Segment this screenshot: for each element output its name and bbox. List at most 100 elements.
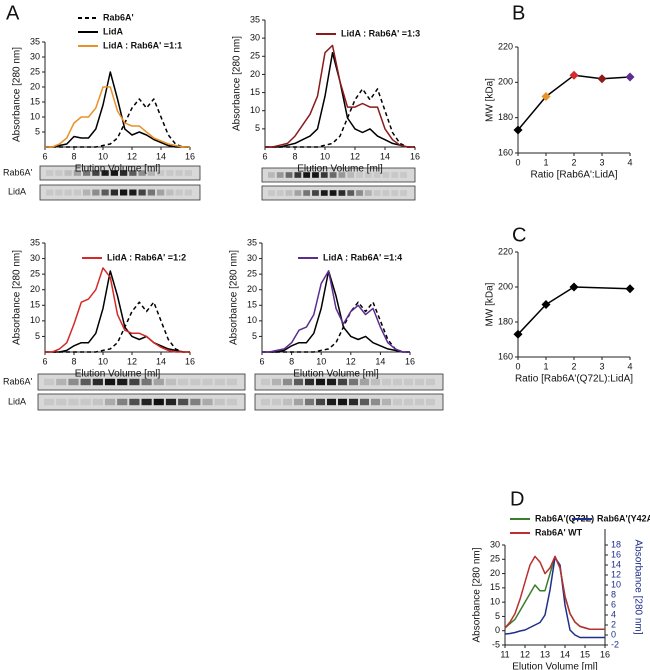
- legend-label: Rab6A': [103, 12, 134, 22]
- legend-label: Rab6A'(Y42A): [597, 513, 650, 523]
- gel-band: [338, 398, 347, 406]
- gel-band: [175, 189, 183, 196]
- gel-band: [338, 378, 347, 386]
- y-tick-label: 25: [30, 269, 40, 279]
- data-point: [569, 282, 579, 292]
- gel-band: [391, 172, 399, 178]
- series-line: [504, 555, 605, 631]
- y-tick-label: 5: [255, 123, 260, 133]
- gel-band: [120, 170, 128, 176]
- y-tick-label: 180: [498, 112, 513, 122]
- panel-label: C: [512, 224, 526, 246]
- gel-band: [46, 189, 54, 196]
- gel-band: [400, 190, 407, 196]
- x-tick-label: 12: [520, 649, 530, 659]
- data-point: [597, 74, 607, 84]
- x-tick-label: 8: [71, 151, 76, 161]
- y-tick-label: 35: [30, 36, 40, 46]
- gel-band: [426, 398, 435, 406]
- gel-band: [110, 189, 118, 196]
- gel-band: [166, 170, 174, 176]
- y-tick-label: 220: [498, 246, 513, 256]
- y-tick-label: 10: [30, 315, 40, 325]
- gel-band: [165, 398, 177, 406]
- x-tick-label: 11: [500, 649, 509, 659]
- axis-line: [517, 47, 630, 154]
- gel-band: [382, 378, 391, 386]
- y-tick-label: 160: [498, 147, 513, 157]
- y-tick-label: 0: [495, 625, 500, 635]
- y2-tick-label: 2: [611, 619, 616, 629]
- gel-band: [338, 190, 346, 196]
- gel-band: [276, 190, 284, 196]
- gel-band: [294, 398, 303, 406]
- series-line: [262, 270, 410, 353]
- data-point: [513, 125, 523, 135]
- gel-band: [129, 378, 140, 386]
- gel-band: [166, 189, 174, 196]
- legend-label: LidA: [103, 26, 123, 36]
- y-tick-label: 10: [247, 315, 257, 325]
- gel-band: [294, 190, 302, 196]
- gel-band: [276, 172, 284, 178]
- gel-band: [104, 378, 116, 386]
- gel-band: [327, 378, 336, 386]
- gel-band: [92, 378, 103, 386]
- gel-band: [68, 378, 79, 386]
- x-tick-label: 6: [42, 356, 47, 366]
- x-tick-label: 4: [627, 157, 632, 167]
- gel-band: [312, 190, 319, 196]
- y-axis-label: Absorbance [280 nm]: [232, 36, 243, 131]
- y2-tick-label: 18: [611, 539, 621, 549]
- gel-band: [305, 398, 314, 406]
- gel-band: [92, 398, 103, 406]
- y-tick-label: -5: [492, 639, 500, 649]
- y-tick-label: 15: [30, 300, 40, 310]
- x-tick-label: 6: [262, 151, 267, 161]
- y-tick-label: 15: [490, 582, 500, 592]
- gel-strip: [261, 167, 416, 183]
- x-tick-label: 10: [98, 356, 108, 366]
- gel-band: [104, 398, 116, 406]
- y2-tick-label: 10: [611, 579, 621, 589]
- y-tick-label: 10: [30, 111, 40, 121]
- gel-band: [73, 170, 81, 176]
- y-tick-label: 10: [490, 597, 500, 607]
- x-tick-label: 12: [127, 151, 137, 161]
- y-tick-label: 35: [250, 14, 260, 24]
- y-tick-label: 20: [247, 284, 257, 294]
- y-tick-label: 30: [250, 33, 260, 43]
- x-tick-label: 16: [185, 151, 195, 161]
- y-tick-label: 30: [247, 253, 257, 263]
- series-line: [45, 301, 190, 353]
- y-tick-label: 5: [252, 331, 257, 341]
- gel-band: [55, 189, 63, 196]
- y-axis-label: MW [kDa]: [485, 282, 496, 326]
- x-tick-label: 8: [292, 151, 297, 161]
- y2-tick-label: 6: [611, 599, 616, 609]
- x-tick-label: 12: [346, 356, 356, 366]
- gel-band: [80, 398, 91, 406]
- gel-band: [56, 398, 67, 406]
- x-axis-label: Elution Volume [ml]: [293, 369, 379, 380]
- series-line: [45, 98, 190, 148]
- x-tick-label: 14: [375, 356, 385, 366]
- x-tick-label: 14: [560, 649, 570, 659]
- gel-band: [64, 170, 72, 176]
- gel-band: [371, 398, 380, 406]
- y-axis-label: Absorbance [280 nm]: [472, 547, 483, 642]
- y-tick-label: 20: [490, 568, 500, 578]
- gel-band: [184, 189, 192, 196]
- gel-band: [320, 190, 328, 196]
- gel-band: [129, 170, 137, 176]
- gel-band: [393, 378, 402, 386]
- gel-band: [349, 378, 358, 386]
- y-tick-label: 20: [30, 81, 40, 91]
- gel-band: [141, 398, 152, 406]
- series-line: [45, 71, 190, 148]
- legend-label: Rab6A'(Q72L): [535, 513, 594, 523]
- gel-band: [382, 172, 390, 178]
- gel-band: [283, 398, 292, 406]
- gel-band: [157, 170, 165, 176]
- series-line: [265, 44, 415, 148]
